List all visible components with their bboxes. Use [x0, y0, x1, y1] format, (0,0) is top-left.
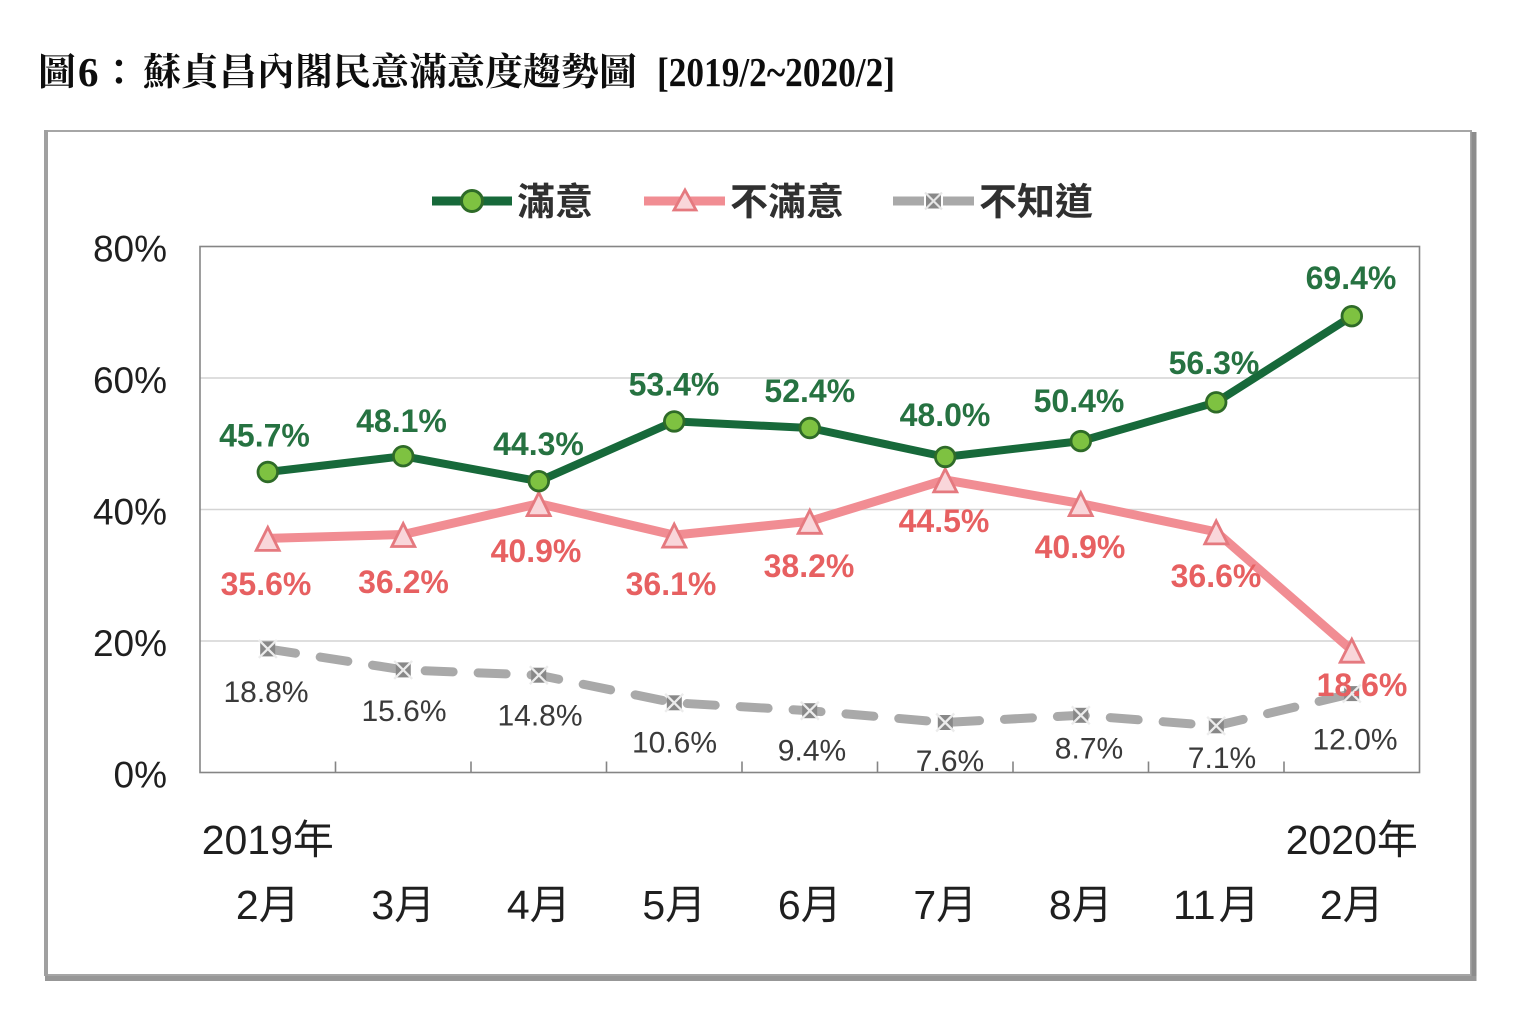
svg-text:38.2%: 38.2%: [764, 548, 855, 584]
svg-text:2020: 2020: [1286, 817, 1377, 863]
svg-text:80%: 80%: [93, 229, 167, 270]
svg-text:7.6%: 7.6%: [916, 745, 984, 778]
svg-text:40%: 40%: [93, 492, 167, 533]
svg-text:8: 8: [1049, 882, 1072, 928]
svg-text:12.0%: 12.0%: [1312, 724, 1397, 757]
svg-text:6: 6: [78, 49, 99, 95]
svg-text:7: 7: [913, 882, 936, 928]
svg-text:15.6%: 15.6%: [361, 695, 446, 728]
svg-text:2019: 2019: [202, 817, 293, 863]
svg-text:40.9%: 40.9%: [1035, 529, 1126, 565]
svg-text:52.4%: 52.4%: [764, 373, 855, 409]
svg-text:56.3%: 56.3%: [1169, 345, 1260, 381]
svg-text:69.4%: 69.4%: [1306, 260, 1397, 296]
svg-text:7.1%: 7.1%: [1188, 742, 1256, 775]
svg-text:18.8%: 18.8%: [223, 676, 308, 709]
svg-text:2: 2: [236, 882, 259, 928]
svg-text:10.6%: 10.6%: [632, 727, 717, 760]
svg-text:9.4%: 9.4%: [778, 735, 846, 768]
svg-text:5: 5: [642, 882, 665, 928]
svg-text:36.6%: 36.6%: [1171, 558, 1262, 594]
svg-text:6: 6: [778, 882, 801, 928]
svg-text:36.1%: 36.1%: [626, 566, 717, 602]
svg-text:18.6%: 18.6%: [1317, 667, 1408, 703]
svg-text:48.0%: 48.0%: [900, 397, 991, 433]
svg-text:60%: 60%: [93, 360, 167, 401]
svg-text:35.6%: 35.6%: [221, 566, 312, 602]
svg-text:36.2%: 36.2%: [358, 564, 449, 600]
svg-text:14.8%: 14.8%: [497, 700, 582, 733]
svg-text:40.9%: 40.9%: [491, 533, 582, 569]
svg-text:53.4%: 53.4%: [629, 366, 720, 402]
svg-text:[2019/2~2020/2]: [2019/2~2020/2]: [657, 49, 895, 95]
svg-text:44.3%: 44.3%: [493, 426, 584, 462]
svg-text:50.4%: 50.4%: [1034, 383, 1125, 419]
svg-text:3: 3: [371, 882, 394, 928]
svg-text:48.1%: 48.1%: [356, 403, 447, 439]
svg-text:8.7%: 8.7%: [1055, 732, 1123, 765]
svg-text:11: 11: [1173, 882, 1216, 928]
svg-text:0%: 0%: [114, 755, 167, 796]
svg-text:20%: 20%: [93, 623, 167, 664]
svg-text:44.5%: 44.5%: [899, 503, 990, 539]
svg-text:45.7%: 45.7%: [219, 418, 310, 454]
svg-text:4: 4: [507, 882, 530, 928]
svg-text:2: 2: [1320, 882, 1343, 928]
